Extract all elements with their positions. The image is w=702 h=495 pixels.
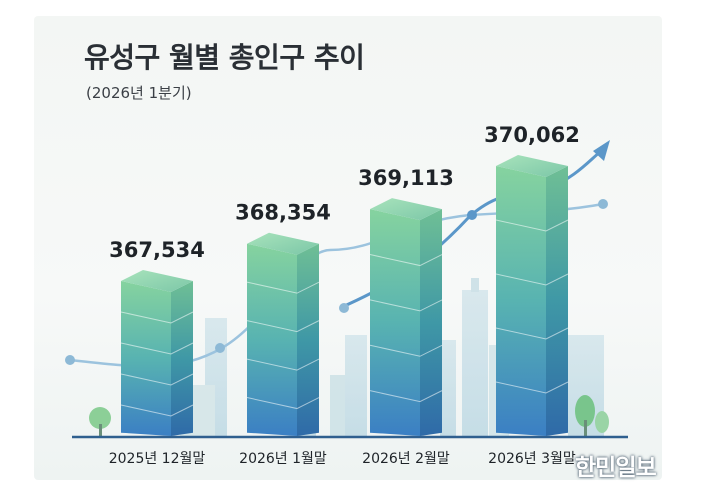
bar-value-label: 369,113 [358, 166, 454, 190]
x-tick-label: 2026년 1월말 [239, 451, 327, 467]
bar-value-label: 367,534 [109, 238, 205, 262]
bar [120, 270, 194, 436]
chart-subtitle: (2026년 1분기) [86, 84, 192, 102]
bar [246, 232, 320, 436]
tree-icon [89, 407, 111, 438]
chart-title: 유성구 월별 총인구 추이 [84, 41, 365, 74]
bar-group [120, 155, 569, 436]
trend-point [215, 343, 225, 353]
bar-value-label: 368,354 [235, 201, 331, 225]
x-tick-label: 2025년 12월말 [109, 451, 206, 467]
tree-icon [575, 395, 609, 438]
watermark-logo: 한민일보 [575, 455, 657, 481]
data-labels: 367,534 368,354 369,113 370,062 [109, 123, 580, 262]
trend-point [467, 210, 477, 220]
x-tick-label: 2026년 3월말 [488, 451, 576, 467]
bar [369, 198, 443, 436]
bar [495, 155, 569, 436]
x-tick-labels: 2025년 12월말 2026년 1월말 2026년 2월말 2026년 3월말 [109, 451, 576, 467]
trend-arrow-icon [593, 140, 610, 161]
trend-point [598, 199, 608, 209]
trend-point [65, 355, 75, 365]
bar-value-label: 370,062 [484, 123, 580, 147]
x-tick-label: 2026년 2월말 [362, 451, 450, 467]
trend-point [339, 303, 349, 313]
